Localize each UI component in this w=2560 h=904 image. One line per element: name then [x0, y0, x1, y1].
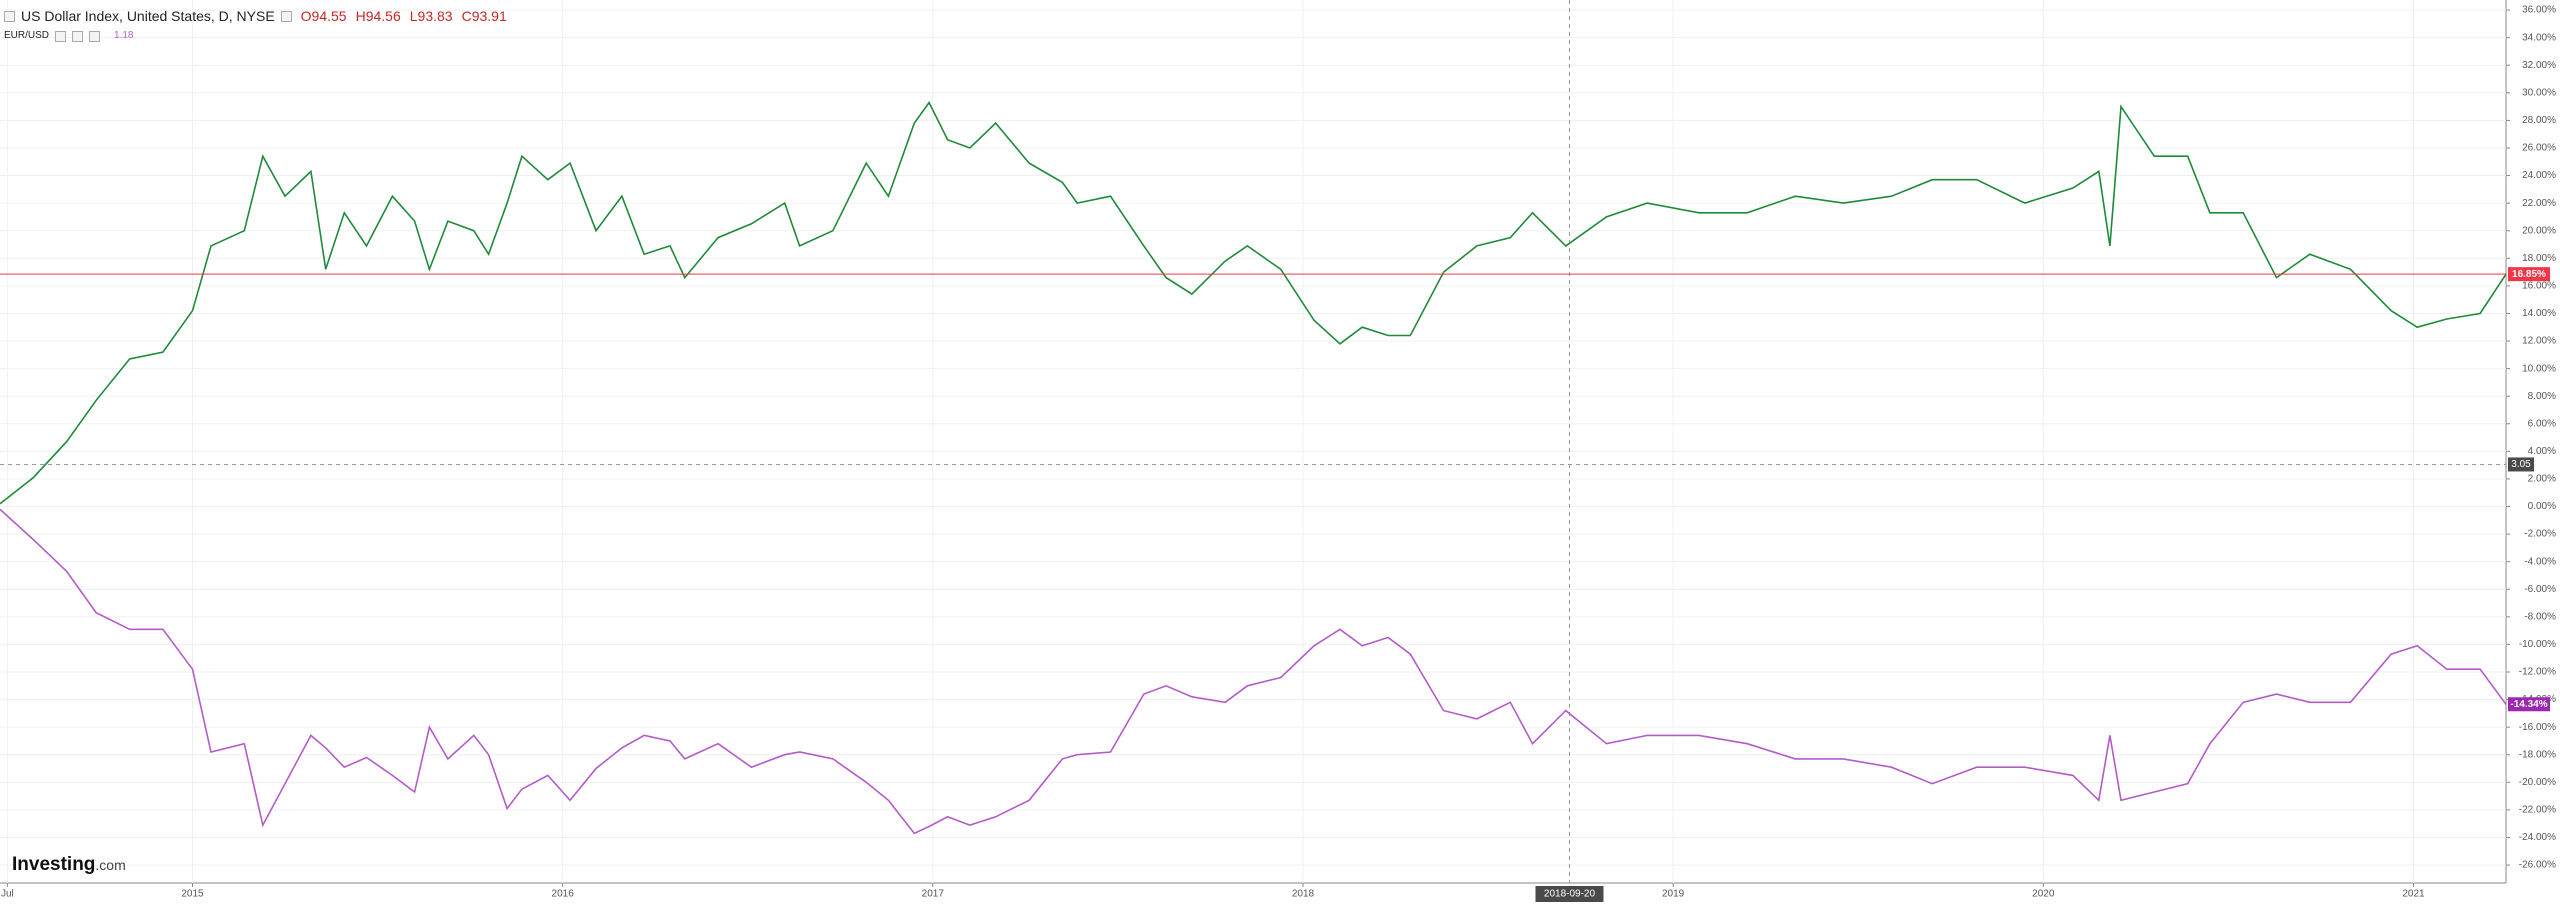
y-tick-label: -2.00%: [2524, 529, 2556, 540]
ohlc-close: C93.91: [461, 8, 507, 24]
crosshair-x-badge: [1535, 886, 1604, 902]
y-tick-label: 14.00%: [2522, 308, 2556, 319]
y-tick-label: -4.00%: [2524, 556, 2556, 567]
grid: [0, 0, 2506, 883]
hide-icon[interactable]: [72, 30, 84, 42]
y-tick-label: 8.00%: [2528, 391, 2556, 402]
crosshair-x-label: 2018-09-20: [1544, 889, 1596, 900]
y-tick-label: 24.00%: [2522, 170, 2556, 181]
series-line: [0, 100, 2507, 505]
y-tick-label: 20.00%: [2522, 225, 2556, 236]
y-tick-label: 22.00%: [2522, 198, 2556, 209]
x-tick-label: 2015: [181, 889, 204, 900]
value-label: 16.85%: [2512, 269, 2546, 280]
x-tick-label: Jul: [1, 889, 14, 900]
crosshair-y-badge: [2508, 457, 2534, 472]
series-name: EUR/USD: [4, 30, 50, 41]
y-tick-label: -10.00%: [2519, 639, 2556, 650]
ohlc-high: H94.56: [355, 8, 401, 24]
y-tick-label: 32.00%: [2522, 60, 2556, 71]
x-tick-label: 2020: [2032, 889, 2055, 900]
last-value-badge: [2508, 267, 2550, 282]
collapse-icon[interactable]: [4, 10, 15, 22]
y-tick-label: 36.00%: [2522, 5, 2556, 16]
logo-text: Investing: [12, 854, 96, 875]
y-tick-label: 34.00%: [2522, 32, 2556, 43]
x-tick-label: 2021: [2402, 889, 2425, 900]
y-tick-label: 10.00%: [2522, 363, 2556, 374]
close-icon[interactable]: [89, 30, 101, 42]
value-label: -14.34%: [2510, 699, 2547, 710]
y-tick-label: -18.00%: [2519, 749, 2556, 760]
last-value-badge: [2508, 697, 2550, 712]
settings-icon[interactable]: [55, 30, 67, 42]
y-tick-label: -20.00%: [2519, 777, 2556, 788]
y-tick-label: -24.00%: [2519, 832, 2556, 843]
y-tick-label: -16.00%: [2519, 722, 2556, 733]
series-name: US Dollar Index, United States, D, NYSE: [21, 8, 275, 24]
ohlc-open: O94.55: [300, 8, 347, 24]
legend: US Dollar Index, United States, D, NYSE …: [4, 6, 507, 46]
y-tick-label: -22.00%: [2519, 805, 2556, 816]
y-tick-label: 16.00%: [2522, 281, 2556, 292]
x-tick-label: 2019: [1662, 889, 1685, 900]
y-tick-label: -8.00%: [2524, 611, 2556, 622]
y-tick-label: 4.00%: [2528, 446, 2556, 457]
x-tick-label: 2016: [552, 889, 575, 900]
y-tick-label: 30.00%: [2522, 87, 2556, 98]
ohlc-low: L93.83: [409, 8, 453, 24]
y-tick-label: 28.00%: [2522, 115, 2556, 126]
series-line: [0, 508, 2507, 835]
settings-icon[interactable]: [280, 10, 292, 22]
y-tick-label: 6.00%: [2528, 418, 2556, 429]
last-value: 1.18: [114, 30, 134, 41]
y-tick-label: 26.00%: [2522, 143, 2556, 154]
y-tick-label: 12.00%: [2522, 336, 2556, 347]
y-tick-label: 2.00%: [2528, 474, 2556, 485]
y-tick-label: 18.00%: [2522, 253, 2556, 264]
y-tick-label: -26.00%: [2519, 860, 2556, 871]
y-tick-label: -12.00%: [2519, 667, 2556, 678]
x-tick-label: 2018: [1292, 889, 1315, 900]
y-tick-label: -6.00%: [2524, 584, 2556, 595]
crosshair-y-label: 3.05: [2511, 459, 2531, 470]
logo: Investing.com: [12, 854, 126, 876]
y-tick-label: 0.00%: [2528, 501, 2556, 512]
x-tick-label: 2017: [922, 889, 945, 900]
logo-suffix: .com: [95, 857, 126, 873]
